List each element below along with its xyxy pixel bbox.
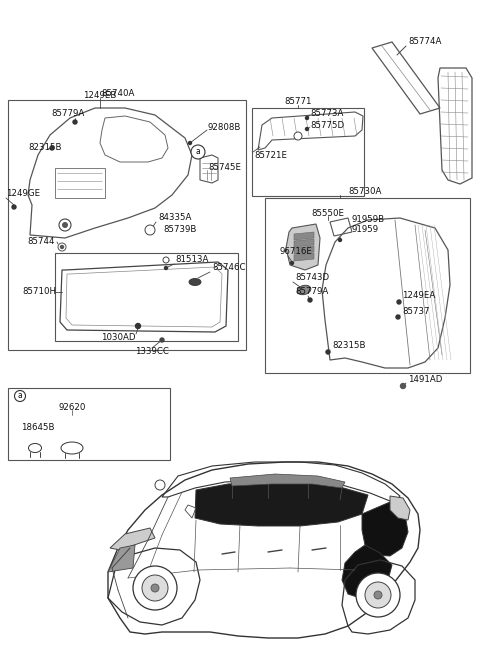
Text: 85779A: 85779A <box>295 288 328 297</box>
Circle shape <box>396 315 400 319</box>
Circle shape <box>163 257 169 263</box>
Bar <box>55 253 238 341</box>
Circle shape <box>191 145 205 159</box>
Circle shape <box>151 584 159 592</box>
Text: 92808B: 92808B <box>208 122 241 132</box>
Text: 81513A: 81513A <box>175 255 208 264</box>
Text: 85745E: 85745E <box>208 163 241 172</box>
Text: 91959: 91959 <box>352 226 379 235</box>
Bar <box>265 198 470 373</box>
Polygon shape <box>294 253 314 261</box>
Circle shape <box>12 205 16 209</box>
Polygon shape <box>110 528 155 550</box>
Text: 85730A: 85730A <box>348 187 382 196</box>
Polygon shape <box>294 239 314 247</box>
Circle shape <box>50 146 54 150</box>
Polygon shape <box>108 545 135 572</box>
Polygon shape <box>390 496 410 520</box>
Text: a: a <box>18 391 23 400</box>
Circle shape <box>62 222 68 227</box>
Text: 85773A: 85773A <box>310 110 343 119</box>
Circle shape <box>133 566 177 610</box>
Circle shape <box>145 225 155 235</box>
Text: 85774A: 85774A <box>408 38 442 47</box>
Polygon shape <box>362 502 408 556</box>
Circle shape <box>290 262 293 264</box>
Circle shape <box>58 243 66 251</box>
Circle shape <box>397 300 401 304</box>
Polygon shape <box>342 545 392 598</box>
Circle shape <box>60 246 63 248</box>
Circle shape <box>326 350 330 354</box>
Circle shape <box>59 219 71 231</box>
Ellipse shape <box>297 285 311 295</box>
Circle shape <box>160 338 164 342</box>
Text: 82315B: 82315B <box>28 143 61 152</box>
Text: 85721E: 85721E <box>254 150 287 159</box>
Circle shape <box>73 120 77 124</box>
Text: 85775D: 85775D <box>310 122 344 130</box>
Circle shape <box>165 266 168 270</box>
Text: 18645B: 18645B <box>21 422 55 432</box>
Text: 85739B: 85739B <box>163 226 196 235</box>
Text: 85744: 85744 <box>27 238 55 246</box>
Text: 91959B: 91959B <box>352 216 385 224</box>
Text: 85740A: 85740A <box>101 89 135 98</box>
Ellipse shape <box>61 442 83 454</box>
Text: 1249GE: 1249GE <box>6 189 40 198</box>
Polygon shape <box>294 246 314 254</box>
Text: 82315B: 82315B <box>332 340 365 349</box>
Text: 92620: 92620 <box>58 402 86 411</box>
Text: 85746C: 85746C <box>212 264 245 273</box>
Text: 1249EB: 1249EB <box>84 91 117 100</box>
Circle shape <box>142 575 168 601</box>
Bar <box>8 388 170 460</box>
Text: 96716E: 96716E <box>280 248 313 257</box>
Polygon shape <box>286 224 320 270</box>
Bar <box>8 100 246 350</box>
Text: 85771: 85771 <box>284 97 312 106</box>
Ellipse shape <box>28 443 41 452</box>
Circle shape <box>356 573 400 617</box>
Text: 85737: 85737 <box>402 308 430 316</box>
Circle shape <box>374 591 382 599</box>
Circle shape <box>338 238 341 242</box>
Text: 85779A: 85779A <box>51 108 84 117</box>
Text: 85550E: 85550E <box>312 209 345 218</box>
Bar <box>55 168 105 198</box>
Circle shape <box>308 298 312 302</box>
Bar <box>252 108 364 196</box>
Circle shape <box>294 132 302 140</box>
Circle shape <box>189 141 192 145</box>
Text: 1339CC: 1339CC <box>135 347 169 356</box>
Text: 1030AD: 1030AD <box>101 334 135 343</box>
Text: a: a <box>196 148 200 157</box>
Text: 85710H: 85710H <box>22 288 56 297</box>
Circle shape <box>400 384 406 389</box>
Text: 84335A: 84335A <box>158 213 192 222</box>
Text: 85743D: 85743D <box>295 273 329 283</box>
Circle shape <box>305 117 309 119</box>
Circle shape <box>305 128 309 130</box>
Polygon shape <box>230 474 345 488</box>
Polygon shape <box>195 482 368 526</box>
Circle shape <box>14 391 25 402</box>
Circle shape <box>365 582 391 608</box>
Ellipse shape <box>189 279 201 286</box>
Text: 1249EA: 1249EA <box>402 290 435 299</box>
Circle shape <box>155 480 165 490</box>
Polygon shape <box>294 232 314 240</box>
Circle shape <box>135 323 141 329</box>
Text: 1491AD: 1491AD <box>408 375 443 384</box>
